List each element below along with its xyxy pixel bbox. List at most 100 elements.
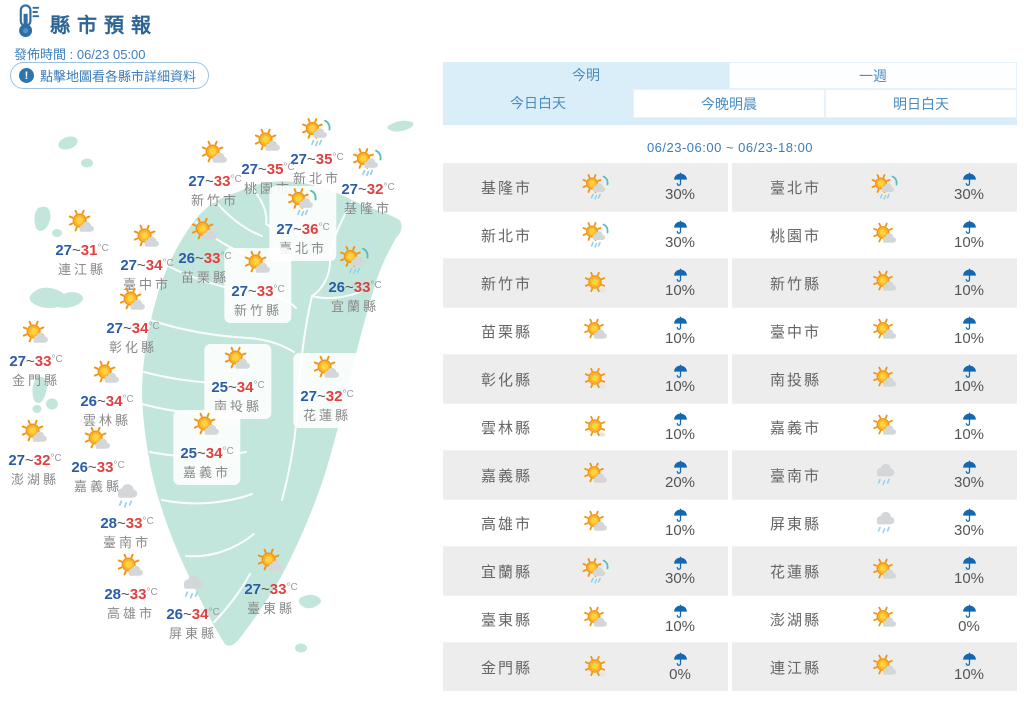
map-city-label[interactable]: 26~33°C 宜蘭縣	[328, 246, 382, 314]
rain-probability: 10%	[945, 316, 993, 347]
sun-cloud-icon	[82, 426, 115, 459]
tab-today-tomorrow[interactable]: 今明	[443, 62, 729, 89]
rain-probability-value: 30%	[953, 473, 985, 491]
rain-probability: 30%	[945, 460, 993, 491]
forecast-row: 高雄市 10% 屏東縣 30%	[443, 499, 1017, 547]
map-city-label[interactable]: 28~33°C 臺南市	[100, 482, 154, 550]
temperature-range: 26~34°C	[166, 606, 220, 624]
county-name: 雲林縣	[481, 419, 533, 437]
sun-shower-icon	[339, 246, 372, 279]
umbrella-icon	[673, 508, 688, 523]
rain-probability-value: 0%	[669, 665, 691, 683]
rain-icon	[870, 462, 906, 488]
sun-cloud-icon	[581, 462, 617, 488]
forecast-panel: 今明 一週 今日白天 今晚明晨 明日白天 06/23-06:00 ~ 06/23…	[443, 62, 1017, 691]
county-name: 南投縣	[770, 371, 822, 389]
temperature-range: 27~33°C	[9, 353, 63, 371]
sun-cloud-icon	[870, 654, 906, 680]
map-city-label[interactable]: 26~34°C 雲林縣	[80, 360, 134, 428]
map-city-label[interactable]: 26~34°C 屏東縣	[166, 573, 220, 641]
map-city-label[interactable]: 27~33°C 新竹市	[188, 140, 242, 208]
map-city-label[interactable]: 25~34°C 南投縣	[204, 344, 272, 419]
map-city-label[interactable]: 27~31°C 連江縣	[55, 209, 109, 277]
map-city-label[interactable]: 27~35°C 新北市	[290, 118, 344, 186]
map-city-label[interactable]: 27~33°C 新竹縣	[224, 248, 292, 323]
rain-probability: 30%	[945, 508, 993, 539]
map-city-label[interactable]: 27~32°C 花蓮縣	[293, 353, 361, 428]
umbrella-icon	[962, 364, 977, 379]
map-city-label[interactable]: 28~33°C 高雄市	[104, 553, 158, 621]
forecast-cell: 連江縣 10%	[732, 643, 1017, 691]
rain-probability-value: 10%	[953, 329, 985, 347]
temperature-range: 26~33°C	[328, 279, 382, 297]
map-county-name: 新北市	[292, 170, 341, 186]
rain-probability-value: 10%	[664, 617, 696, 635]
map-city-label[interactable]: 27~34°C 臺中市	[120, 224, 174, 292]
map-county-name: 基隆市	[343, 200, 392, 216]
forecast-row: 雲林縣 10% 嘉義市 10%	[443, 403, 1017, 451]
map-city-label[interactable]: 26~33°C 苗栗縣	[178, 217, 232, 285]
rain-probability-value: 20%	[664, 473, 696, 491]
sun-cloud-icon	[222, 346, 255, 379]
forecast-row: 臺東縣 10% 澎湖縣 0%	[443, 595, 1017, 643]
county-name: 臺中市	[770, 323, 822, 341]
map-city-label[interactable]: 27~35°C 桃園市	[241, 128, 295, 196]
sun-cloud-icon	[252, 128, 285, 161]
tab-week[interactable]: 一週	[729, 62, 1017, 89]
county-name: 宜蘭縣	[481, 563, 533, 581]
publish-time: 發佈時間 : 06/23 05:00	[14, 47, 146, 62]
sun-shower-icon	[301, 118, 334, 151]
county-name: 嘉義市	[770, 419, 822, 437]
subtab-tonight-morning[interactable]: 今晚明晨	[633, 89, 825, 118]
umbrella-icon	[673, 604, 688, 619]
sun-shower-icon	[870, 174, 906, 200]
umbrella-icon	[962, 268, 977, 283]
sun-cloud-icon	[870, 318, 906, 344]
sun-cloud-icon	[199, 140, 232, 173]
rain-probability: 10%	[656, 364, 704, 395]
map-city-label[interactable]: 27~33°C 臺東縣	[244, 548, 298, 616]
sun-icon	[581, 654, 617, 680]
map-county-name: 澎湖縣	[10, 471, 59, 487]
subtab-tomorrow-day[interactable]: 明日白天	[825, 89, 1017, 118]
map-city-label[interactable]: 27~32°C 澎湖縣	[8, 419, 62, 487]
county-name: 臺南市	[770, 467, 822, 485]
sun-cloud-icon	[189, 217, 222, 250]
map-city-label[interactable]: 25~34°C 嘉義市	[173, 410, 241, 485]
umbrella-icon	[962, 604, 977, 619]
sun-shower-icon	[352, 148, 385, 181]
rain-probability-value: 10%	[664, 281, 696, 299]
map-city-label[interactable]: 26~33°C 嘉義縣	[71, 426, 125, 494]
umbrella-icon	[673, 460, 688, 475]
county-name: 苗栗縣	[481, 323, 533, 341]
forecast-cell: 南投縣 10%	[732, 355, 1017, 403]
map-county-name: 臺東縣	[246, 600, 295, 616]
sun-cloud-icon	[117, 287, 150, 320]
map-city-label[interactable]: 27~32°C 基隆市	[341, 148, 395, 216]
umbrella-icon	[962, 508, 977, 523]
rain-probability: 20%	[656, 460, 704, 491]
map-notice-button[interactable]: ! 點擊地圖看各縣市詳細資料	[10, 62, 210, 89]
subtab-today-day[interactable]: 今日白天	[510, 95, 566, 111]
sun-cloud-icon	[870, 270, 906, 296]
umbrella-icon	[673, 316, 688, 331]
forecast-row: 基隆市 30% 臺北市 30%	[443, 163, 1017, 211]
umbrella-icon	[673, 172, 688, 187]
sun-shower-icon	[287, 188, 320, 221]
sun-shower-icon	[581, 558, 617, 584]
forecast-cell: 苗栗縣 10%	[443, 307, 728, 355]
umbrella-icon	[962, 460, 977, 475]
sun-icon	[581, 414, 617, 440]
sun-cloud-icon	[870, 366, 906, 392]
map-city-label[interactable]: 27~33°C 金門縣	[9, 320, 63, 388]
forecast-cell: 臺東縣 10%	[443, 595, 728, 643]
forecast-row: 苗栗縣 10% 臺中市 10%	[443, 307, 1017, 355]
forecast-row: 彰化縣 10% 南投縣 10%	[443, 355, 1017, 403]
map-city-label[interactable]: 27~34°C 彰化縣	[106, 287, 160, 355]
rain-probability: 30%	[656, 556, 704, 587]
sun-cloud-icon	[581, 606, 617, 632]
page-title: 縣市預報	[50, 15, 158, 37]
county-name: 桃園市	[770, 227, 822, 245]
umbrella-icon	[962, 652, 977, 667]
map-county-name: 屏東縣	[168, 625, 217, 641]
